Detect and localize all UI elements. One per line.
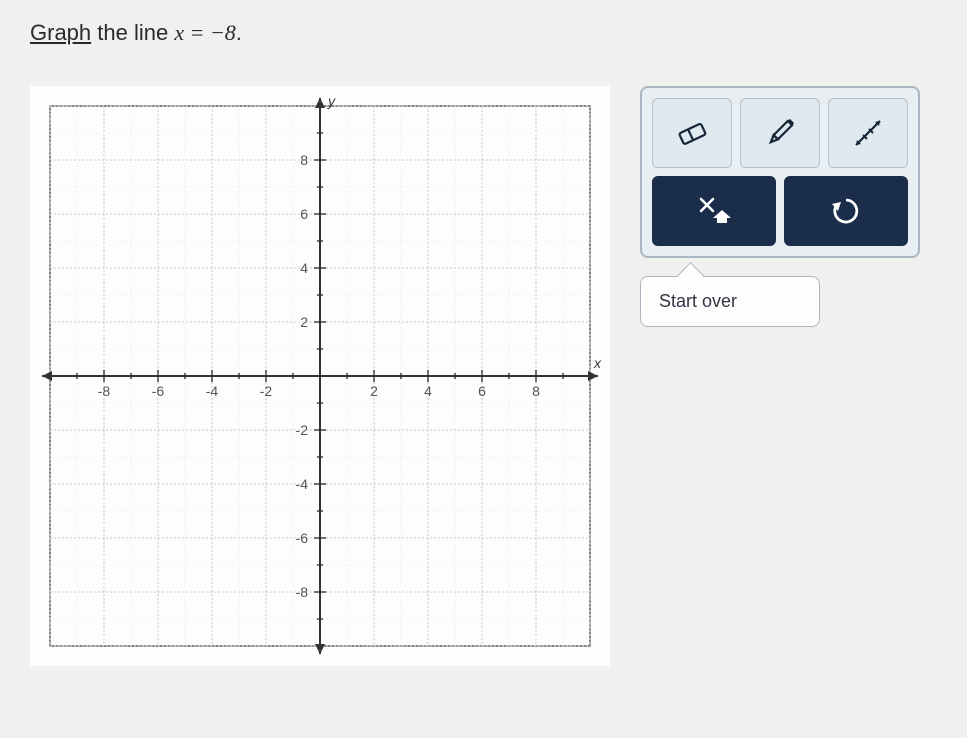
instruction-text: Graph the line x = −8. [30,20,937,46]
svg-text:-2: -2 [296,422,309,438]
tooltip-text: Start over [659,291,737,311]
svg-text:x: x [593,355,602,371]
line-tool-button[interactable] [828,98,908,168]
instruction-equation: x = −8 [174,20,235,45]
coordinate-grid[interactable]: -8 -6 -4 -2 2 4 6 8 8 6 4 2 -2 -4 -6 -8 x y [30,86,610,666]
eraser-icon [672,118,712,148]
instruction-middle: the line [91,20,174,45]
svg-text:-8: -8 [98,383,111,399]
tooltip: Start over [640,276,820,327]
svg-text:-4: -4 [296,476,309,492]
svg-text:-2: -2 [260,383,273,399]
svg-text:-4: -4 [206,383,219,399]
svg-text:4: 4 [300,260,308,276]
eraser-tool-button[interactable] [652,98,732,168]
undo-button[interactable] [784,176,908,246]
svg-text:4: 4 [424,383,432,399]
undo-icon [829,194,863,228]
graph-area[interactable]: -8 -6 -4 -2 2 4 6 8 8 6 4 2 -2 -4 -6 -8 x y [30,86,610,666]
toolbox-panel [640,86,920,258]
instruction-underlined: Graph [30,20,91,45]
pencil-icon [760,113,800,153]
instruction-suffix: . [236,20,242,45]
svg-text:-6: -6 [296,530,309,546]
svg-text:-6: -6 [152,383,165,399]
svg-text:-8: -8 [296,584,309,600]
start-over-icon [689,191,739,231]
start-over-button[interactable] [652,176,776,246]
svg-text:2: 2 [300,314,308,330]
svg-text:8: 8 [300,152,308,168]
svg-text:6: 6 [300,206,308,222]
pencil-tool-button[interactable] [740,98,820,168]
svg-text:8: 8 [532,383,540,399]
svg-text:6: 6 [478,383,486,399]
line-icon [848,113,888,153]
svg-text:y: y [327,93,336,109]
svg-text:2: 2 [370,383,378,399]
